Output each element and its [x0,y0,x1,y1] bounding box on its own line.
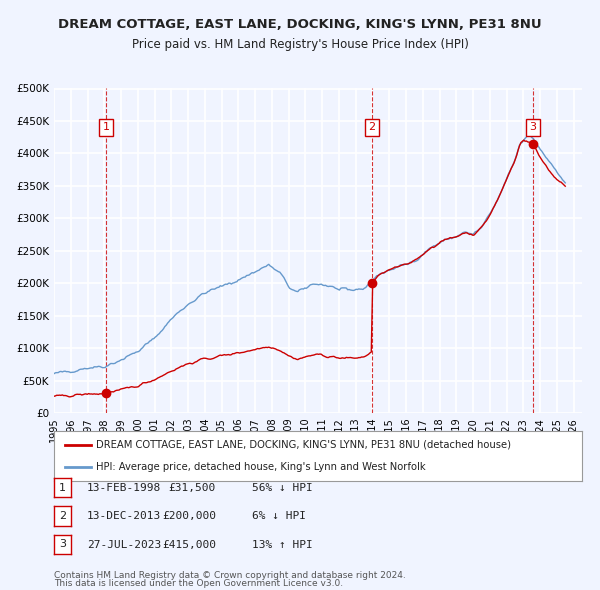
Text: £200,000: £200,000 [162,512,216,521]
Text: 13-FEB-1998: 13-FEB-1998 [87,483,161,493]
Text: £31,500: £31,500 [169,483,216,493]
Text: DREAM COTTAGE, EAST LANE, DOCKING, KING'S LYNN, PE31 8NU (detached house): DREAM COTTAGE, EAST LANE, DOCKING, KING'… [96,440,511,450]
Text: 13-DEC-2013: 13-DEC-2013 [87,512,161,521]
Text: 1: 1 [103,123,110,132]
Text: 2: 2 [59,511,66,521]
Text: This data is licensed under the Open Government Licence v3.0.: This data is licensed under the Open Gov… [54,579,343,588]
Text: 1: 1 [59,483,66,493]
Text: DREAM COTTAGE, EAST LANE, DOCKING, KING'S LYNN, PE31 8NU: DREAM COTTAGE, EAST LANE, DOCKING, KING'… [58,18,542,31]
Text: 27-JUL-2023: 27-JUL-2023 [87,540,161,549]
Text: Price paid vs. HM Land Registry's House Price Index (HPI): Price paid vs. HM Land Registry's House … [131,38,469,51]
Text: 56% ↓ HPI: 56% ↓ HPI [252,483,313,493]
Text: 3: 3 [529,123,536,132]
Text: Contains HM Land Registry data © Crown copyright and database right 2024.: Contains HM Land Registry data © Crown c… [54,571,406,580]
Text: 2: 2 [368,123,376,132]
Text: 6% ↓ HPI: 6% ↓ HPI [252,512,306,521]
Text: 3: 3 [59,539,66,549]
Text: £415,000: £415,000 [162,540,216,549]
Text: 13% ↑ HPI: 13% ↑ HPI [252,540,313,549]
Text: HPI: Average price, detached house, King's Lynn and West Norfolk: HPI: Average price, detached house, King… [96,462,426,472]
